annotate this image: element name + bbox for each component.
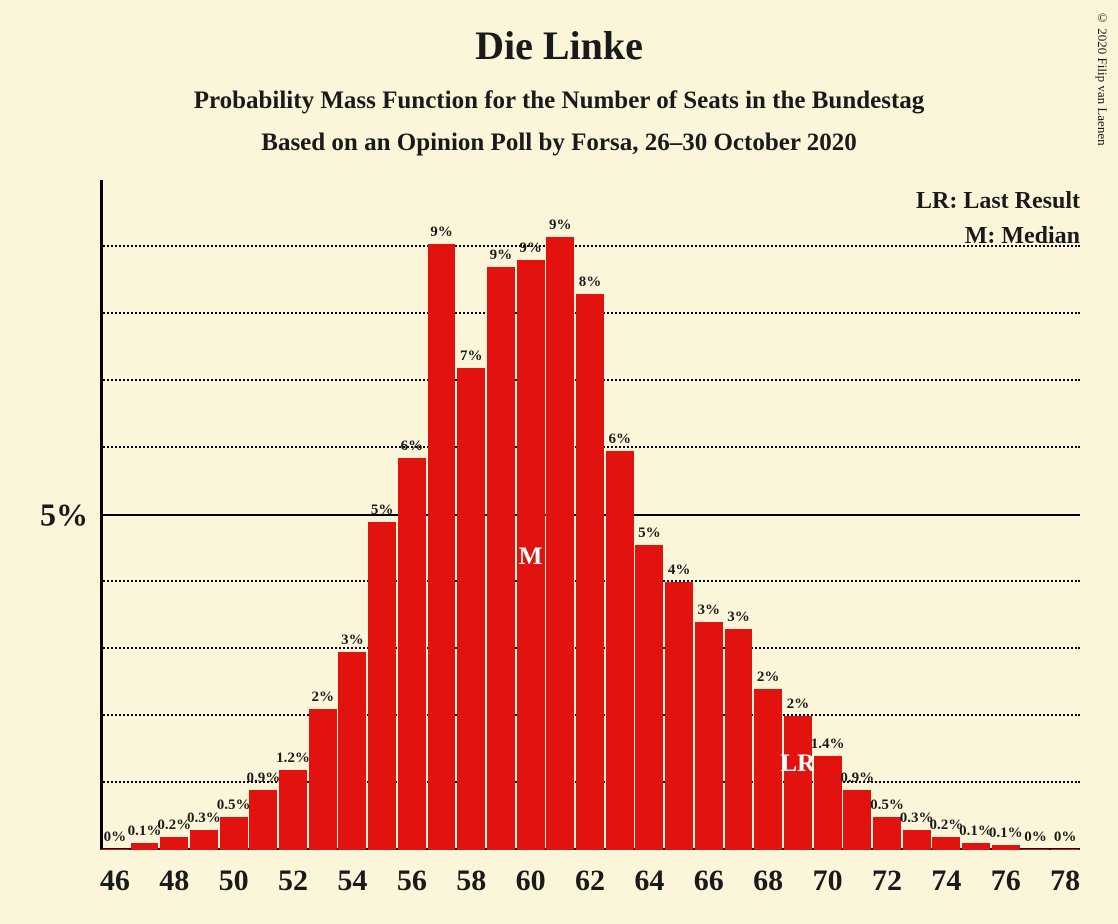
x-tick-label: 72 <box>872 864 902 898</box>
bar-value-label: 3% <box>341 632 364 649</box>
bar-value-label: 9% <box>519 240 542 257</box>
bar-annotation: LR <box>780 750 815 778</box>
x-tick-label: 46 <box>100 864 130 898</box>
y-axis <box>100 180 103 850</box>
x-tick-label: 48 <box>159 864 189 898</box>
copyright-text: © 2020 Filip van Laenen <box>1094 10 1110 146</box>
bar: 3% <box>338 652 366 850</box>
bar: 2% <box>309 709 337 850</box>
bar-value-label: 2% <box>787 696 810 713</box>
bar-value-label: 0.9% <box>246 770 280 787</box>
bar-value-label: 0.3% <box>187 810 221 827</box>
x-tick-label: 54 <box>337 864 367 898</box>
bar-value-label: 1.4% <box>811 736 845 753</box>
x-tick-label: 64 <box>634 864 664 898</box>
bar: 9% <box>487 267 515 850</box>
bar-value-label: 0% <box>104 829 127 846</box>
bar-value-label: 5% <box>371 502 394 519</box>
x-tick-label: 60 <box>516 864 546 898</box>
bar-value-label: 9% <box>549 217 572 234</box>
bar: 5% <box>635 545 663 850</box>
bar: 3% <box>725 629 753 850</box>
legend: LR: Last Result M: Median <box>916 188 1080 250</box>
bar-value-label: 0.2% <box>929 817 963 834</box>
x-tick-label: 74 <box>931 864 961 898</box>
x-tick-label: 58 <box>456 864 486 898</box>
bar-value-label: 2% <box>311 689 334 706</box>
x-tick-label: 66 <box>694 864 724 898</box>
bar-value-label: 0.3% <box>900 810 934 827</box>
bar-value-label: 0.1% <box>959 823 993 840</box>
bar: 0.2% <box>160 837 188 850</box>
bar: 2%LR <box>784 716 812 850</box>
bar-value-label: 6% <box>401 438 424 455</box>
bar: 0.3% <box>903 830 931 850</box>
bar-value-label: 0.1% <box>128 823 162 840</box>
chart-plot-area: 5%0%0.1%0.2%0.3%0.5%0.9%1.2%2%3%5%6%9%7%… <box>100 180 1080 850</box>
bar: 0.1% <box>962 843 990 850</box>
y-tick-label: 5% <box>40 497 88 534</box>
x-tick-label: 50 <box>219 864 249 898</box>
bar: 6% <box>398 458 426 850</box>
bar: 0.2% <box>932 837 960 850</box>
bar: 5% <box>368 522 396 850</box>
bar: 0.1% <box>992 845 1020 850</box>
bar: 1.2% <box>279 770 307 850</box>
bar: 9% <box>546 237 574 850</box>
x-tick-label: 76 <box>991 864 1021 898</box>
bar-value-label: 5% <box>638 525 661 542</box>
bar-value-label: 9% <box>430 224 453 241</box>
chart-subtitle-2: Based on an Opinion Poll by Forsa, 26–30… <box>0 129 1118 157</box>
bar: 1.4% <box>814 756 842 850</box>
bar: 3% <box>695 622 723 850</box>
bar-value-label: 0.1% <box>989 825 1023 842</box>
bar: 0.9% <box>249 790 277 850</box>
bar: 0.1% <box>131 843 159 850</box>
bar-value-label: 0.9% <box>840 770 874 787</box>
chart-subtitle-1: Probability Mass Function for the Number… <box>0 87 1118 115</box>
bar: 0.5% <box>220 817 248 851</box>
x-tick-label: 78 <box>1050 864 1080 898</box>
bar-value-label: 0% <box>1054 829 1077 846</box>
chart-title: Die Linke <box>0 0 1118 69</box>
bar-value-label: 3% <box>727 609 750 626</box>
legend-m: M: Median <box>916 223 1080 250</box>
bar-value-label: 8% <box>579 274 602 291</box>
bar-annotation: M <box>519 543 543 571</box>
x-tick-label: 70 <box>813 864 843 898</box>
bar: 8% <box>576 294 604 850</box>
bar: 6% <box>606 451 634 850</box>
bar: 0% <box>1051 849 1079 850</box>
x-tick-label: 52 <box>278 864 308 898</box>
bar: 4% <box>665 582 693 850</box>
x-tick-label: 56 <box>397 864 427 898</box>
x-tick-label: 62 <box>575 864 605 898</box>
bar-value-label: 0.5% <box>870 797 904 814</box>
bar-value-label: 2% <box>757 669 780 686</box>
bar: 9%M <box>517 260 545 850</box>
bar-value-label: 3% <box>698 602 721 619</box>
bar-value-label: 7% <box>460 348 483 365</box>
bar: 0% <box>1021 849 1049 850</box>
bar: 2% <box>754 689 782 850</box>
bar: 0% <box>101 849 129 850</box>
x-tick-label: 68 <box>753 864 783 898</box>
bar-value-label: 6% <box>608 431 631 448</box>
bar-value-label: 0.5% <box>217 797 251 814</box>
bar-value-label: 1.2% <box>276 750 310 767</box>
bar: 9% <box>428 244 456 850</box>
bar-value-label: 0.2% <box>157 817 191 834</box>
legend-lr: LR: Last Result <box>916 188 1080 215</box>
bar: 0.3% <box>190 830 218 850</box>
bar-value-label: 4% <box>668 562 691 579</box>
bar: 0.5% <box>873 817 901 851</box>
bar: 7% <box>457 368 485 850</box>
bar-value-label: 0% <box>1024 829 1047 846</box>
bar-value-label: 9% <box>490 247 513 264</box>
bar: 0.9% <box>843 790 871 850</box>
